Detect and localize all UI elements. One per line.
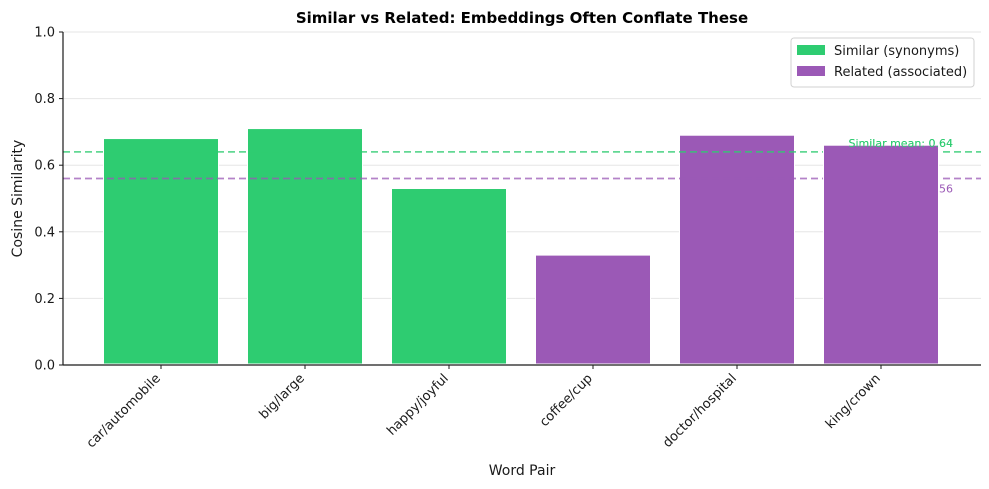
bar-big-large <box>247 128 363 365</box>
bar-coffee-cup <box>535 254 651 365</box>
x-tick-label: happy/joyful <box>384 371 452 439</box>
x-axis-label: Word Pair <box>489 463 556 479</box>
y-tick-label: 0.8 <box>34 92 55 107</box>
bar-car-automobile <box>103 138 219 365</box>
y-axis-label: Cosine Similarity <box>10 140 26 258</box>
legend-swatch-1 <box>797 66 825 76</box>
bar-happy-joyful <box>391 188 507 365</box>
x-tick-label: coffee/cup <box>537 371 596 430</box>
similar-mean-label: Similar mean: 0.64 <box>848 137 953 150</box>
x-tick-label: king/crown <box>823 371 884 432</box>
y-tick-label: 0.2 <box>34 292 55 307</box>
y-tick-label: 1.0 <box>34 26 55 41</box>
y-tick-label: 0.6 <box>34 159 55 174</box>
legend-label-0: Similar (synonyms) <box>834 44 959 59</box>
y-tick-label: 0.4 <box>34 225 55 240</box>
legend-label-1: Related (associated) <box>834 65 967 80</box>
bar-doctor-hospital <box>679 134 795 365</box>
x-tick-label: big/large <box>257 371 308 422</box>
x-tick-label: doctor/hospital <box>660 371 740 451</box>
chart-title: Similar vs Related: Embeddings Often Con… <box>296 9 748 27</box>
y-tick-label: 0.0 <box>34 359 55 374</box>
x-tick-label: car/automobile <box>84 371 164 451</box>
legend-swatch-0 <box>797 45 825 55</box>
legend-box <box>790 37 975 88</box>
bar-overlay <box>823 144 939 365</box>
